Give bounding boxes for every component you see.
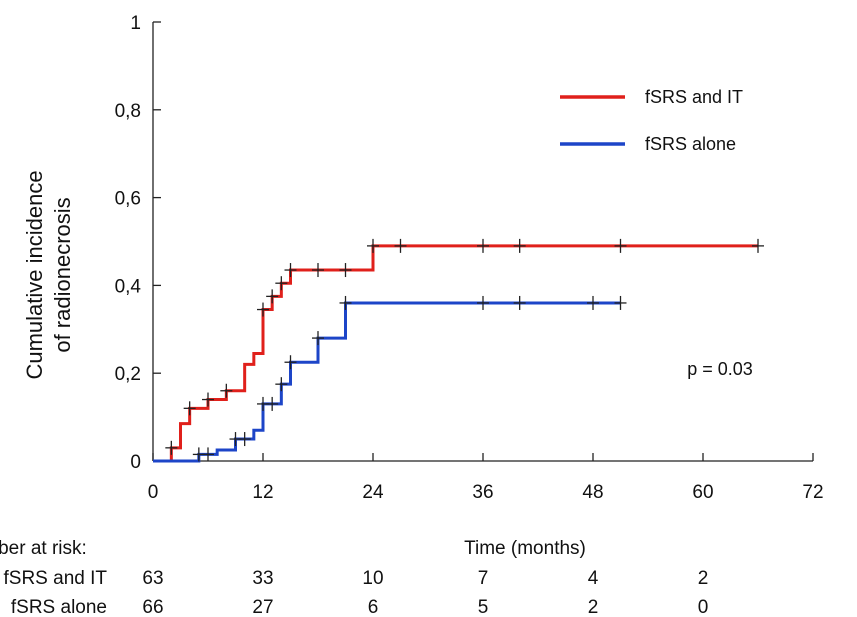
x-tick-label: 36 xyxy=(472,482,493,503)
censor-mark xyxy=(312,331,324,346)
x-tick-label: 72 xyxy=(802,482,823,503)
censor-mark xyxy=(275,377,288,392)
censor-mark xyxy=(284,263,297,278)
series-line-fsrs-and-it xyxy=(153,244,758,463)
y-tick-label: 0,4 xyxy=(115,276,142,297)
risk-value: 63 xyxy=(142,568,163,589)
censor-mark xyxy=(266,289,279,304)
censor-mark xyxy=(367,238,379,253)
censor-mark xyxy=(477,238,489,253)
risk-value: 2 xyxy=(698,568,709,589)
censor-mark xyxy=(183,401,196,416)
risk-value: 66 xyxy=(142,597,163,617)
censor-mark xyxy=(614,295,627,310)
censor-mark xyxy=(202,392,214,407)
legend-label: fSRS and IT xyxy=(645,87,743,107)
p-value-annotation: p = 0.03 xyxy=(687,359,753,379)
y-tick-label: 0,2 xyxy=(115,364,141,385)
censor-mark xyxy=(238,432,251,447)
risk-value: 0 xyxy=(698,597,709,617)
y-axis-title-line-1: Cumulative incidence xyxy=(22,170,47,379)
y-tick-label: 1 xyxy=(130,13,141,34)
y-tick-label: 0,6 xyxy=(115,189,141,210)
series-line-fsrs-alone xyxy=(153,301,621,463)
censor-mark xyxy=(614,238,627,253)
x-tick-label: 24 xyxy=(362,482,384,503)
risk-row-label: fSRS alone xyxy=(11,597,107,617)
censor-mark xyxy=(339,263,352,278)
x-tick-label: 12 xyxy=(252,482,273,503)
censor-mark xyxy=(394,238,407,253)
censor-mark xyxy=(587,295,599,310)
censor-mark xyxy=(165,440,178,455)
censor-mark xyxy=(513,238,526,253)
risk-table: Number at risk: fSRS and IT 63 33 10 7 4 2 fSRS … xyxy=(0,538,708,617)
risk-value: 10 xyxy=(362,568,383,589)
risk-row-label: fSRS and IT xyxy=(4,568,108,589)
axes: 0 0,2 0,4 0,6 0,8 1 0 12 24 36 48 60 72 xyxy=(115,13,824,503)
x-tick-label: 0 xyxy=(148,482,159,503)
risk-value: 2 xyxy=(588,597,599,617)
x-tick-label: 60 xyxy=(692,482,713,503)
x-tick-label: 48 xyxy=(582,482,603,503)
censor-mark xyxy=(477,295,489,310)
risk-value: 4 xyxy=(588,568,599,589)
censor-mark xyxy=(312,263,324,278)
censor-mark xyxy=(513,295,526,310)
censor-mark xyxy=(202,447,214,462)
risk-value: 27 xyxy=(252,597,273,617)
censor-mark xyxy=(284,355,297,370)
censor-mark xyxy=(257,302,269,317)
censor-mark xyxy=(275,276,288,291)
risk-value: 5 xyxy=(478,597,489,617)
legend-label: fSRS alone xyxy=(645,134,736,154)
legend: fSRS and IT fSRS alone xyxy=(560,87,743,154)
censor-mark xyxy=(220,383,233,398)
y-tick-label: 0,8 xyxy=(115,101,141,122)
y-axis-title-line-2: of radionecrosis xyxy=(50,197,75,352)
series-layer xyxy=(153,238,764,463)
risk-value: 33 xyxy=(252,568,273,589)
y-tick-label: 0 xyxy=(130,452,141,473)
risk-table-title: Number at risk: xyxy=(0,538,87,559)
risk-value: 6 xyxy=(368,597,379,617)
censor-mark xyxy=(266,396,279,411)
risk-value: 7 xyxy=(478,568,489,589)
censor-mark xyxy=(339,295,352,310)
x-axis-title: Time (months) xyxy=(464,538,586,559)
censor-mark xyxy=(752,238,764,253)
